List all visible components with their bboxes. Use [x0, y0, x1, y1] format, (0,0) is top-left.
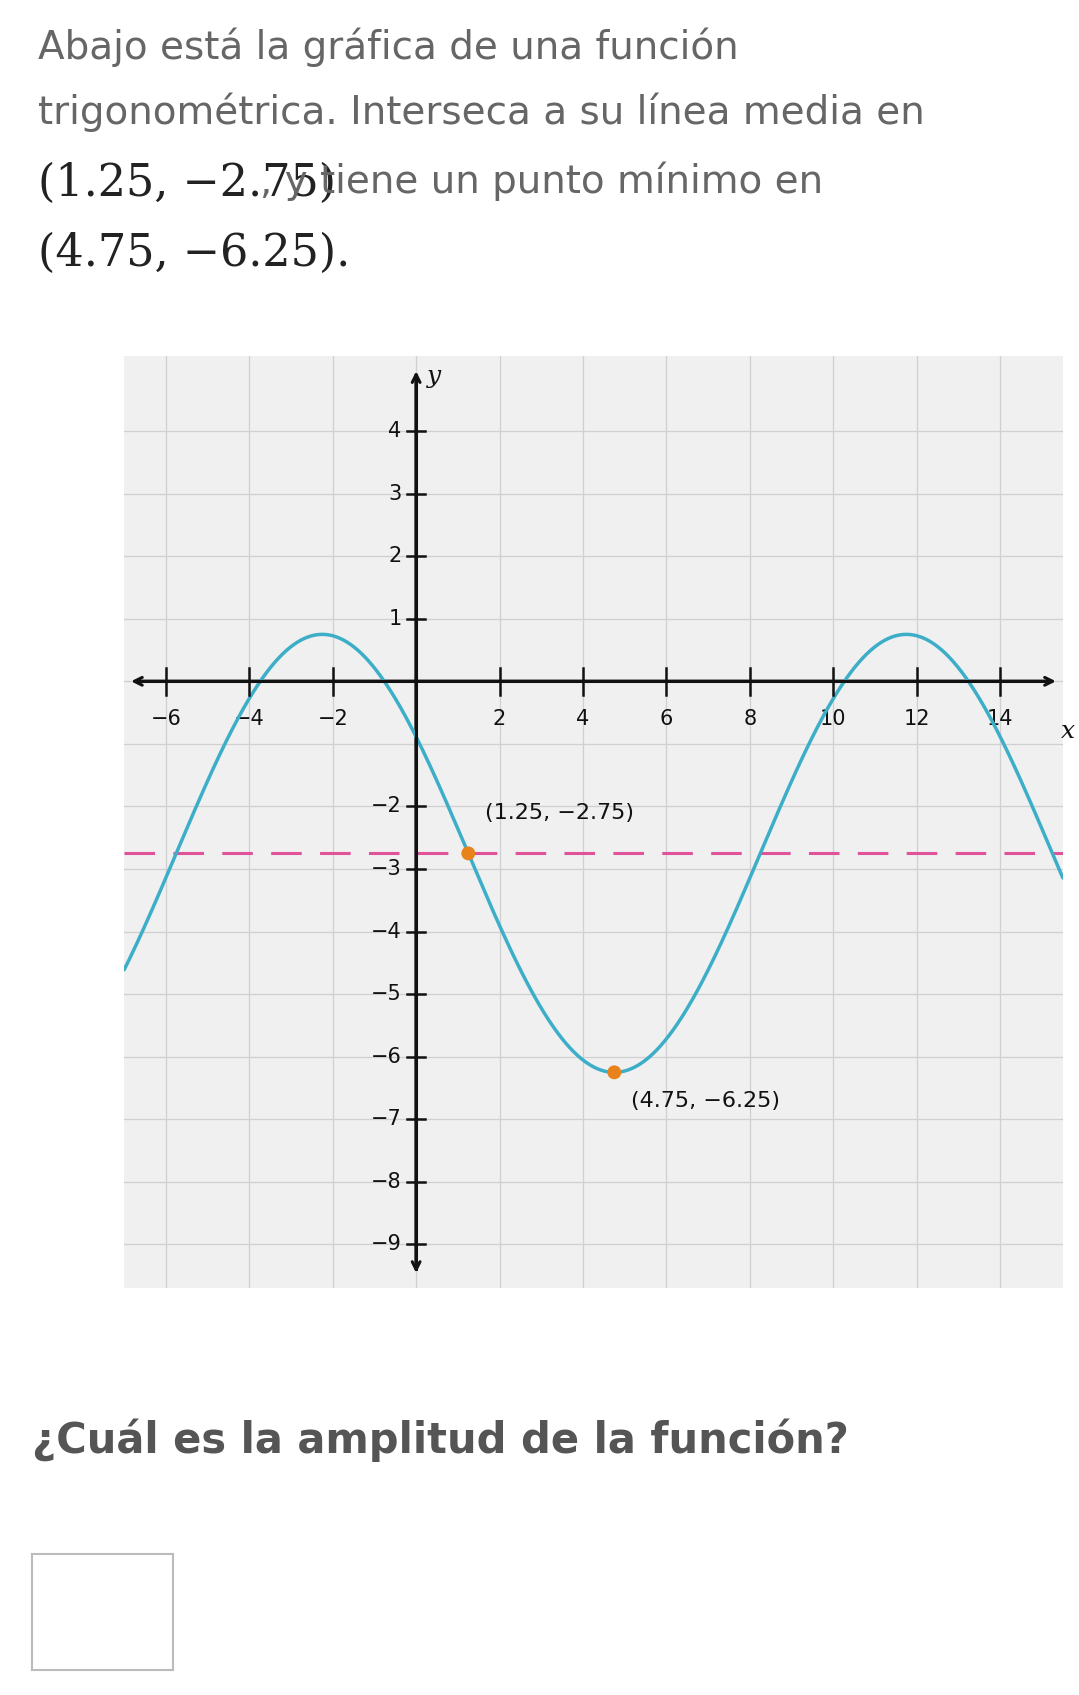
- Text: , y tiene un punto mínimo en: , y tiene un punto mínimo en: [260, 161, 823, 202]
- Text: 8: 8: [743, 710, 756, 729]
- Text: trigonométrica. Interseca a su línea media en: trigonométrica. Interseca a su línea med…: [38, 93, 925, 132]
- Point: [605, 1059, 623, 1086]
- Text: ¿Cuál es la amplitud de la función?: ¿Cuál es la amplitud de la función?: [32, 1419, 849, 1463]
- Text: −8: −8: [371, 1171, 401, 1192]
- Text: −3: −3: [371, 859, 401, 880]
- Text: (4.75, −6.25): (4.75, −6.25): [631, 1092, 780, 1110]
- Text: −9: −9: [371, 1234, 401, 1254]
- Text: 10: 10: [820, 710, 847, 729]
- Text: x: x: [1061, 720, 1075, 742]
- Text: 4: 4: [388, 420, 401, 441]
- Text: Abajo está la gráfica de una función: Abajo está la gráfica de una función: [38, 27, 739, 66]
- Point: [460, 839, 477, 866]
- Text: −6: −6: [371, 1048, 401, 1066]
- Text: 2: 2: [388, 546, 401, 566]
- Text: 12: 12: [903, 710, 930, 729]
- Text: (1.25, −2.75): (1.25, −2.75): [38, 161, 336, 205]
- Text: 4: 4: [576, 710, 589, 729]
- Text: −7: −7: [371, 1109, 401, 1129]
- Text: −6: −6: [150, 710, 181, 729]
- Text: (1.25, −2.75): (1.25, −2.75): [484, 803, 634, 824]
- Text: −2: −2: [371, 797, 401, 817]
- Text: 1: 1: [388, 609, 401, 629]
- Text: −4: −4: [371, 922, 401, 941]
- Text: 14: 14: [987, 710, 1013, 729]
- Text: −5: −5: [371, 985, 401, 1003]
- Text: −4: −4: [234, 710, 264, 729]
- Text: 6: 6: [659, 710, 673, 729]
- Text: 2: 2: [493, 710, 506, 729]
- Text: −2: −2: [317, 710, 349, 729]
- Text: 3: 3: [388, 483, 401, 503]
- Text: y: y: [426, 366, 440, 388]
- Text: (4.75, −6.25).: (4.75, −6.25).: [38, 232, 351, 275]
